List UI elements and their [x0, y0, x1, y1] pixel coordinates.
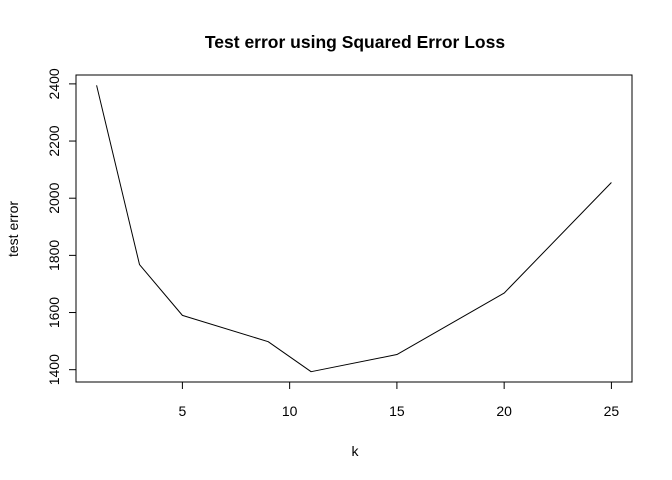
y-tick-label: 1800 — [46, 240, 62, 271]
y-tick-label: 2200 — [46, 125, 62, 156]
y-tick-label: 1600 — [46, 297, 62, 328]
x-axis: 5 10 15 20 25 — [178, 381, 620, 419]
x-tick-label: 5 — [178, 403, 186, 419]
data-point — [182, 315, 183, 316]
plot-area-border — [75, 74, 633, 383]
y-axis-label: test error — [5, 201, 21, 257]
x-tick-label: 10 — [282, 403, 298, 419]
series-line — [96, 85, 612, 373]
data-series — [96, 85, 612, 373]
x-axis-label: k — [352, 443, 360, 459]
data-point — [396, 354, 397, 355]
data-point — [139, 264, 140, 265]
y-tick-label: 1400 — [46, 354, 62, 385]
data-point — [96, 85, 97, 86]
x-tick-label: 20 — [496, 403, 512, 419]
data-point — [311, 371, 312, 372]
data-point — [611, 182, 612, 183]
x-tick-label: 25 — [604, 403, 620, 419]
y-tick-label: 2000 — [46, 182, 62, 213]
y-axis: 1400 1600 1800 2000 2200 2400 — [46, 68, 77, 385]
data-point — [504, 293, 505, 294]
x-tick-label: 15 — [389, 403, 405, 419]
data-point — [268, 341, 269, 342]
y-tick-label: 2400 — [46, 68, 62, 99]
chart-title: Test error using Squared Error Loss — [205, 32, 505, 52]
